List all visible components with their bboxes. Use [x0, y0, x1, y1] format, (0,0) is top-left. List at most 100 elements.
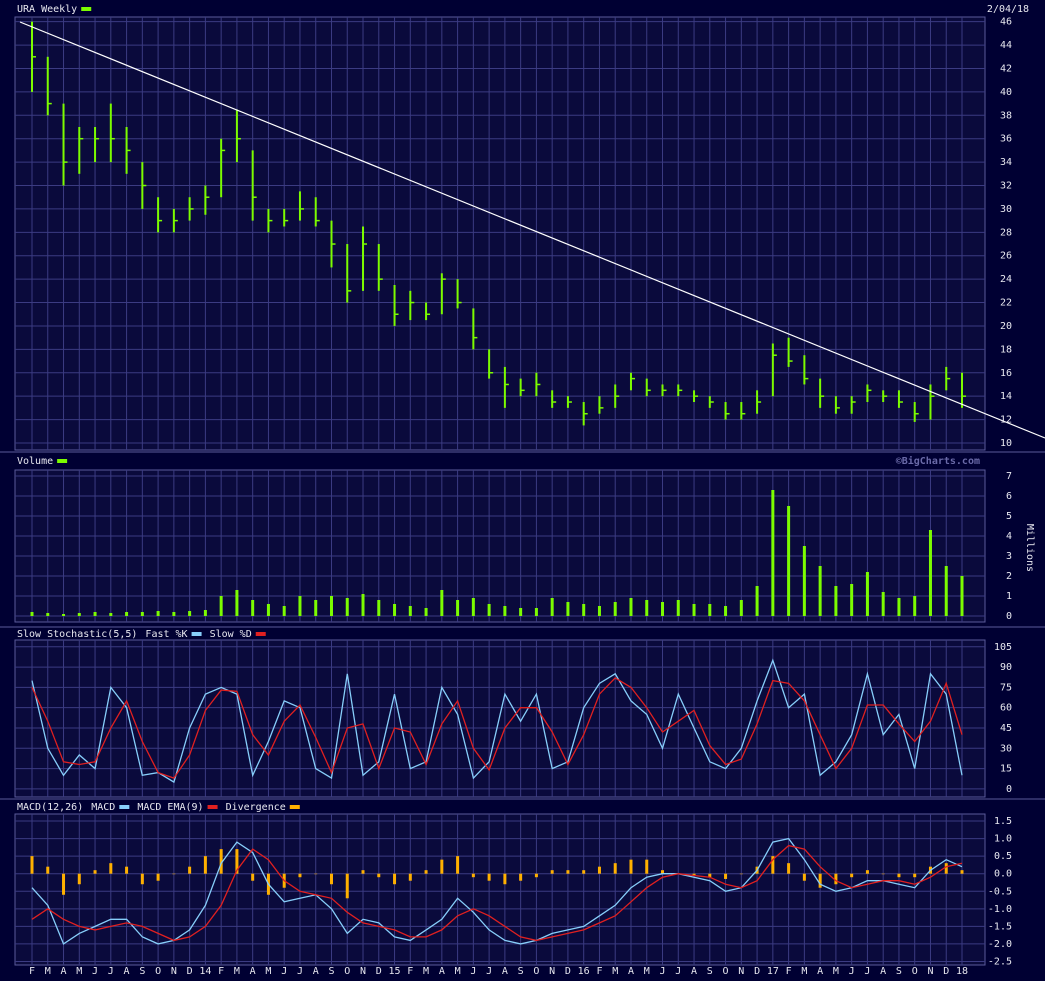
- legend-label: MACD EMA(9): [137, 802, 203, 813]
- bar: [93, 870, 97, 874]
- x-tick-label: 17: [767, 966, 779, 977]
- x-tick-label: O: [155, 966, 161, 977]
- bar: [755, 586, 759, 616]
- bar: [219, 596, 223, 616]
- bar: [708, 873, 712, 878]
- x-tick-label: F: [29, 966, 35, 977]
- bar: [440, 590, 444, 616]
- legend-label: Fast %K: [145, 629, 187, 640]
- bar: [345, 598, 349, 616]
- x-tick-label: M: [423, 966, 429, 977]
- bar: [77, 873, 81, 885]
- y-tick-label: -1.0: [988, 904, 1012, 915]
- y-tick-label: 1: [1006, 591, 1012, 602]
- x-tick-label: J: [281, 966, 287, 977]
- bar: [235, 849, 239, 874]
- y-tick-label: 26: [1000, 251, 1012, 262]
- y-tick-label: 0: [1006, 611, 1012, 622]
- legend-label: URA Weekly: [17, 4, 77, 15]
- bar: [487, 873, 491, 881]
- legend-swatch: [255, 632, 266, 636]
- x-tick-label: A: [817, 966, 823, 977]
- bar: [77, 613, 81, 616]
- x-tick-label: M: [801, 966, 807, 977]
- x-tick-label: J: [659, 966, 665, 977]
- y-tick-label: 3: [1006, 551, 1012, 562]
- legend-swatch: [289, 805, 300, 809]
- y-tick-label: 4: [1006, 531, 1012, 542]
- line: [31, 844, 963, 942]
- y-tick-label: 34: [1000, 157, 1012, 168]
- x-tick-label: N: [927, 966, 933, 977]
- x-tick-label: M: [455, 966, 461, 977]
- bar: [125, 866, 129, 874]
- bar: [471, 873, 475, 878]
- y-tick-label: 30: [1000, 204, 1012, 215]
- bar: [456, 600, 460, 616]
- line: [31, 677, 963, 779]
- x-tick-label: N: [171, 966, 177, 977]
- x-tick-label: S: [518, 966, 524, 977]
- x-tick-label: A: [124, 966, 130, 977]
- bar: [487, 604, 491, 616]
- y-tick-label: -0.5: [988, 886, 1012, 897]
- bar: [818, 873, 822, 888]
- bar: [613, 602, 617, 616]
- x-tick-label: A: [439, 966, 445, 977]
- bar: [109, 863, 113, 874]
- bar: [944, 566, 948, 616]
- y-tick-label: 24: [1000, 274, 1012, 285]
- x-tick-label: M: [234, 966, 240, 977]
- y-tick-label: 22: [1000, 298, 1012, 309]
- bar: [156, 873, 160, 881]
- volume-panel: [14, 469, 986, 623]
- bar: [550, 598, 554, 616]
- bar: [298, 873, 302, 878]
- y-tick-label: 46: [1000, 17, 1012, 28]
- y-tick-label: 45: [1000, 723, 1012, 734]
- y-tick-label: 105: [994, 642, 1012, 653]
- legend-swatch: [81, 7, 92, 11]
- panel-title: MACD(12,26): [17, 802, 83, 813]
- macd-panel: [14, 813, 986, 966]
- legend-swatch: [191, 632, 202, 636]
- bar: [834, 586, 838, 616]
- legend-swatch: [119, 805, 130, 809]
- bar: [661, 870, 665, 874]
- x-tick-label: A: [628, 966, 634, 977]
- x-tick-label: S: [707, 966, 713, 977]
- bar: [818, 566, 822, 616]
- x-tick-label: J: [675, 966, 681, 977]
- watermark: ©BigCharts.com: [896, 455, 980, 467]
- bar: [960, 870, 964, 874]
- x-tick-label: A: [313, 966, 319, 977]
- bar: [534, 873, 538, 878]
- bar: [361, 594, 365, 616]
- y-tick-label: 32: [1000, 181, 1012, 192]
- y-tick-label: 12: [1000, 415, 1012, 426]
- bar: [361, 870, 365, 874]
- bar: [865, 572, 869, 616]
- price-panel: [14, 16, 986, 451]
- y-tick-label: 90: [1000, 662, 1012, 673]
- bar: [629, 859, 633, 874]
- bar: [834, 873, 838, 885]
- y-tick-label: 18: [1000, 344, 1012, 355]
- y-tick-label: 20: [1000, 321, 1012, 332]
- y-tick-label: 30: [1000, 743, 1012, 754]
- x-tick-label: A: [691, 966, 697, 977]
- y-tick-label: 75: [1000, 682, 1012, 693]
- bar: [692, 873, 696, 876]
- x-tick-label: O: [344, 966, 350, 977]
- bar: [566, 870, 570, 874]
- y-tick-label: 10: [1000, 438, 1012, 449]
- y-tick-label: 7: [1006, 471, 1012, 482]
- y-tick-label: 2: [1006, 571, 1012, 582]
- x-tick-label: M: [76, 966, 82, 977]
- x-tick-label: M: [612, 966, 618, 977]
- bar: [345, 873, 349, 899]
- y-tick-label: 38: [1000, 110, 1012, 121]
- x-tick-label: O: [723, 966, 729, 977]
- bar: [629, 598, 633, 616]
